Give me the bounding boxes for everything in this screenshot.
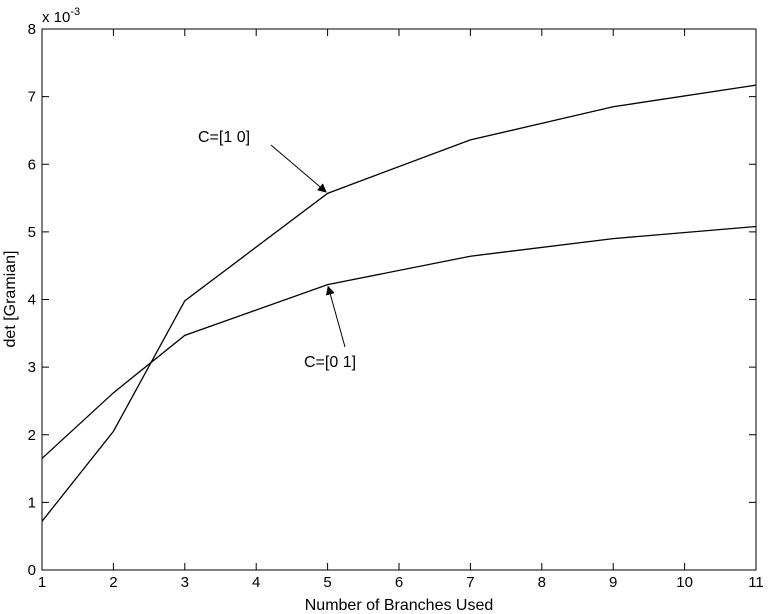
x-tick-label: 6 — [395, 574, 403, 591]
y-tick-label: 5 — [28, 224, 36, 241]
x-tick-label: 7 — [466, 574, 474, 591]
y-tick-label: 6 — [28, 156, 36, 173]
x-tick-label: 9 — [609, 574, 617, 591]
y-tick-label: 4 — [28, 292, 36, 309]
x-tick-label: 2 — [109, 574, 117, 591]
y-tick-label: 8 — [28, 21, 36, 38]
y-scale-factor: x 10-3 — [42, 6, 80, 26]
x-tick-label: 11 — [748, 574, 764, 591]
annotation-arrow-c-1-0 — [270, 144, 327, 193]
y-tick-label: 2 — [28, 427, 36, 444]
series-line-c-1-0 — [41, 84, 757, 522]
y-tick-label: 3 — [28, 359, 36, 376]
annotation-arrow-c-0-1 — [325, 285, 346, 348]
series-line-c-0-1 — [41, 225, 757, 459]
y-tick-label: 0 — [28, 562, 36, 579]
annotation-label-c-0-1: C=[0 1] — [304, 354, 356, 371]
y-axis: 0 1 2 3 4 5 6 7 8 — [28, 21, 756, 579]
x-tick-label: 10 — [676, 574, 693, 591]
annotations: C=[1 0] C=[0 1] — [198, 129, 356, 371]
x-tick-label: 4 — [252, 574, 260, 591]
series-lines — [41, 84, 757, 522]
y-axis-title: det [Gramian] — [2, 251, 19, 348]
y-tick-label: 7 — [28, 89, 36, 106]
x-tick-label: 1 — [38, 574, 46, 591]
y-tick-label: 1 — [28, 494, 36, 511]
x-axis: 1 2 3 4 5 6 7 8 9 10 11 — [38, 29, 764, 591]
x-tick-label: 5 — [323, 574, 331, 591]
annotation-label-c-1-0: C=[1 0] — [198, 129, 250, 146]
y-scale-base: x 10 — [42, 9, 70, 26]
x-axis-title: Number of Branches Used — [305, 597, 494, 614]
plot-area — [41, 28, 757, 571]
x-tick-label: 3 — [181, 574, 189, 591]
x-tick-label: 8 — [538, 574, 546, 591]
y-scale-exponent: -3 — [70, 6, 80, 18]
